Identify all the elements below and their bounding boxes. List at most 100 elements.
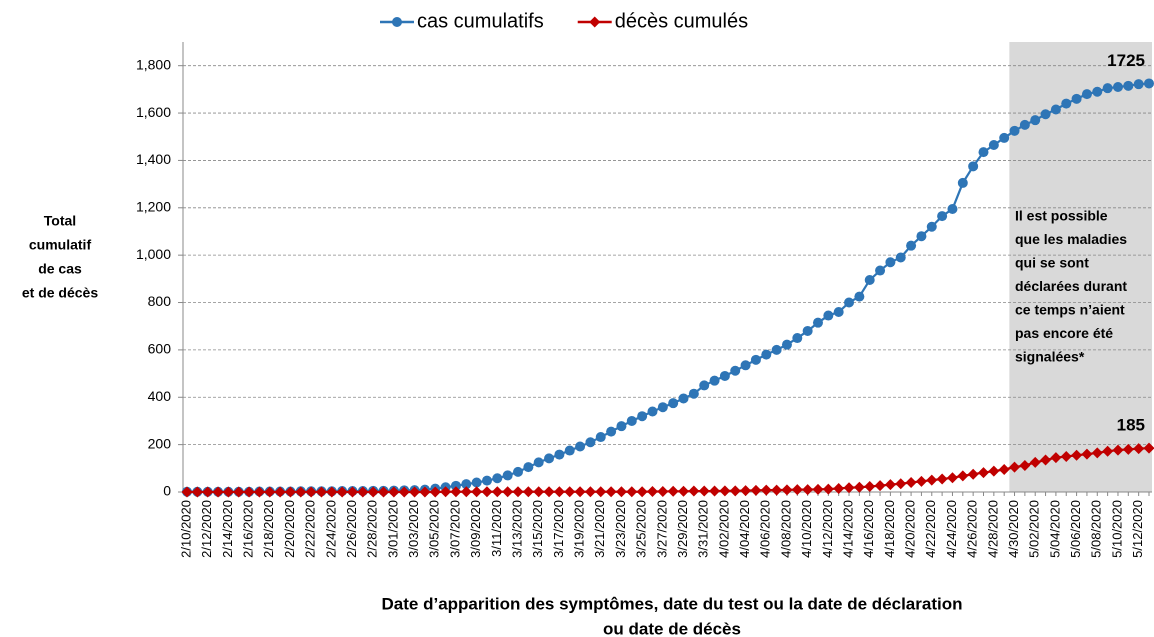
diamond-marker [812,483,824,495]
diamond-marker [678,485,690,497]
x-tick-label: 4/18/2020 [882,500,897,558]
diamond-marker [967,468,979,480]
circle-marker [554,449,565,460]
diamond-marker [253,486,265,498]
circle-marker [1050,104,1061,115]
diamond-marker [636,486,648,498]
diamond-marker [1133,443,1145,455]
diamond-marker [502,486,514,498]
diamond-marker [822,483,834,495]
annotation: pas encore été [1015,325,1113,341]
diamond-marker [1060,450,1072,462]
circle-marker [1040,109,1051,120]
circle-marker [637,411,648,422]
diamond-marker [243,486,255,498]
diamond-marker [589,16,601,28]
diamond-marker [988,465,1000,477]
x-tick-label: 4/30/2020 [1006,500,1021,558]
circle-marker [564,445,575,456]
circle-marker [502,470,513,481]
series-line [187,82,1150,493]
circle-marker [854,291,865,302]
circle-marker [450,480,461,491]
annotation: ce temps n’aient [1015,302,1125,318]
circle-marker [1009,125,1020,136]
y-tick-label: 200 [148,435,172,451]
diamond-marker [740,485,752,497]
diamond-marker [884,479,896,491]
diamond-marker [543,486,555,498]
diamond-marker [481,486,493,498]
diamond-marker [615,486,627,498]
x-tick-label: 3/05/2020 [427,500,442,558]
diamond-marker [998,464,1010,475]
diamond-marker [760,484,772,496]
y-tick-label: 600 [148,341,172,357]
circle-marker [523,462,534,473]
y-tick-label: 800 [148,293,172,309]
circle-marker [471,477,482,488]
diamond-marker [936,473,948,485]
y-axis-label: de cas [38,261,82,277]
circle-marker [957,177,968,188]
diamond-marker [719,485,731,497]
diamond-marker [471,486,483,498]
x-tick-label: 3/27/2020 [654,500,669,558]
circle-marker [1081,89,1092,100]
diamond-marker [781,484,793,496]
circle-marker [709,375,720,386]
y-axis-label: Total [44,213,76,229]
diamond-marker [709,485,721,497]
diamond-marker [957,470,969,482]
circle-marker [533,457,544,468]
x-tick-label: 4/26/2020 [965,500,980,558]
diamond-marker [429,486,441,498]
diamond-marker [1143,442,1154,454]
x-tick-label: 2/10/2020 [178,500,193,558]
x-axis-label: Date d’apparition des symptômes, date du… [382,594,963,613]
diamond-marker [315,486,327,498]
diamond-marker [874,480,886,492]
circle-marker [678,393,689,404]
x-tick-label: 3/01/2020 [385,500,400,558]
x-tick-label: 4/16/2020 [861,500,876,558]
annotation: qui se sont [1015,255,1089,271]
diamond-marker [864,481,876,493]
circle-marker [1071,93,1082,104]
circle-marker [781,339,792,350]
diamond-marker [264,486,276,498]
x-tick-label: 3/09/2020 [468,500,483,558]
y-tick-label: 0 [163,483,171,499]
circle-marker [926,221,937,232]
circle-marker [895,252,906,263]
circle-marker [1030,115,1041,126]
x-tick-label: 2/16/2020 [241,500,256,558]
diamond-marker [946,472,958,484]
diamond-marker [367,486,379,498]
circle-marker [771,344,782,355]
diamond-marker [1102,445,1114,457]
x-tick-label: 4/24/2020 [944,500,959,558]
end-label: 185 [1117,416,1145,435]
circle-marker [906,240,917,251]
diamond-marker [522,486,534,498]
diamond-marker [388,486,400,498]
x-tick-label: 3/15/2020 [530,500,545,558]
x-tick-label: 5/02/2020 [1027,500,1042,558]
circle-marker [761,349,772,360]
x-tick-label: 3/31/2020 [696,500,711,558]
diamond-marker [1091,447,1103,459]
circle-marker [1102,83,1113,94]
diamond-marker [378,486,390,498]
diamond-marker [905,477,917,489]
x-tick-label: 2/20/2020 [282,500,297,558]
circle-marker [916,231,927,242]
diamond-marker [688,485,700,497]
legend-label: cas cumulatifs [417,10,544,32]
diamond-marker [574,486,586,498]
diamond-marker [771,484,783,496]
circle-marker [1112,82,1123,92]
x-tick-label: 4/12/2020 [820,500,835,558]
diamond-marker [667,485,679,497]
circle-marker [616,421,627,432]
